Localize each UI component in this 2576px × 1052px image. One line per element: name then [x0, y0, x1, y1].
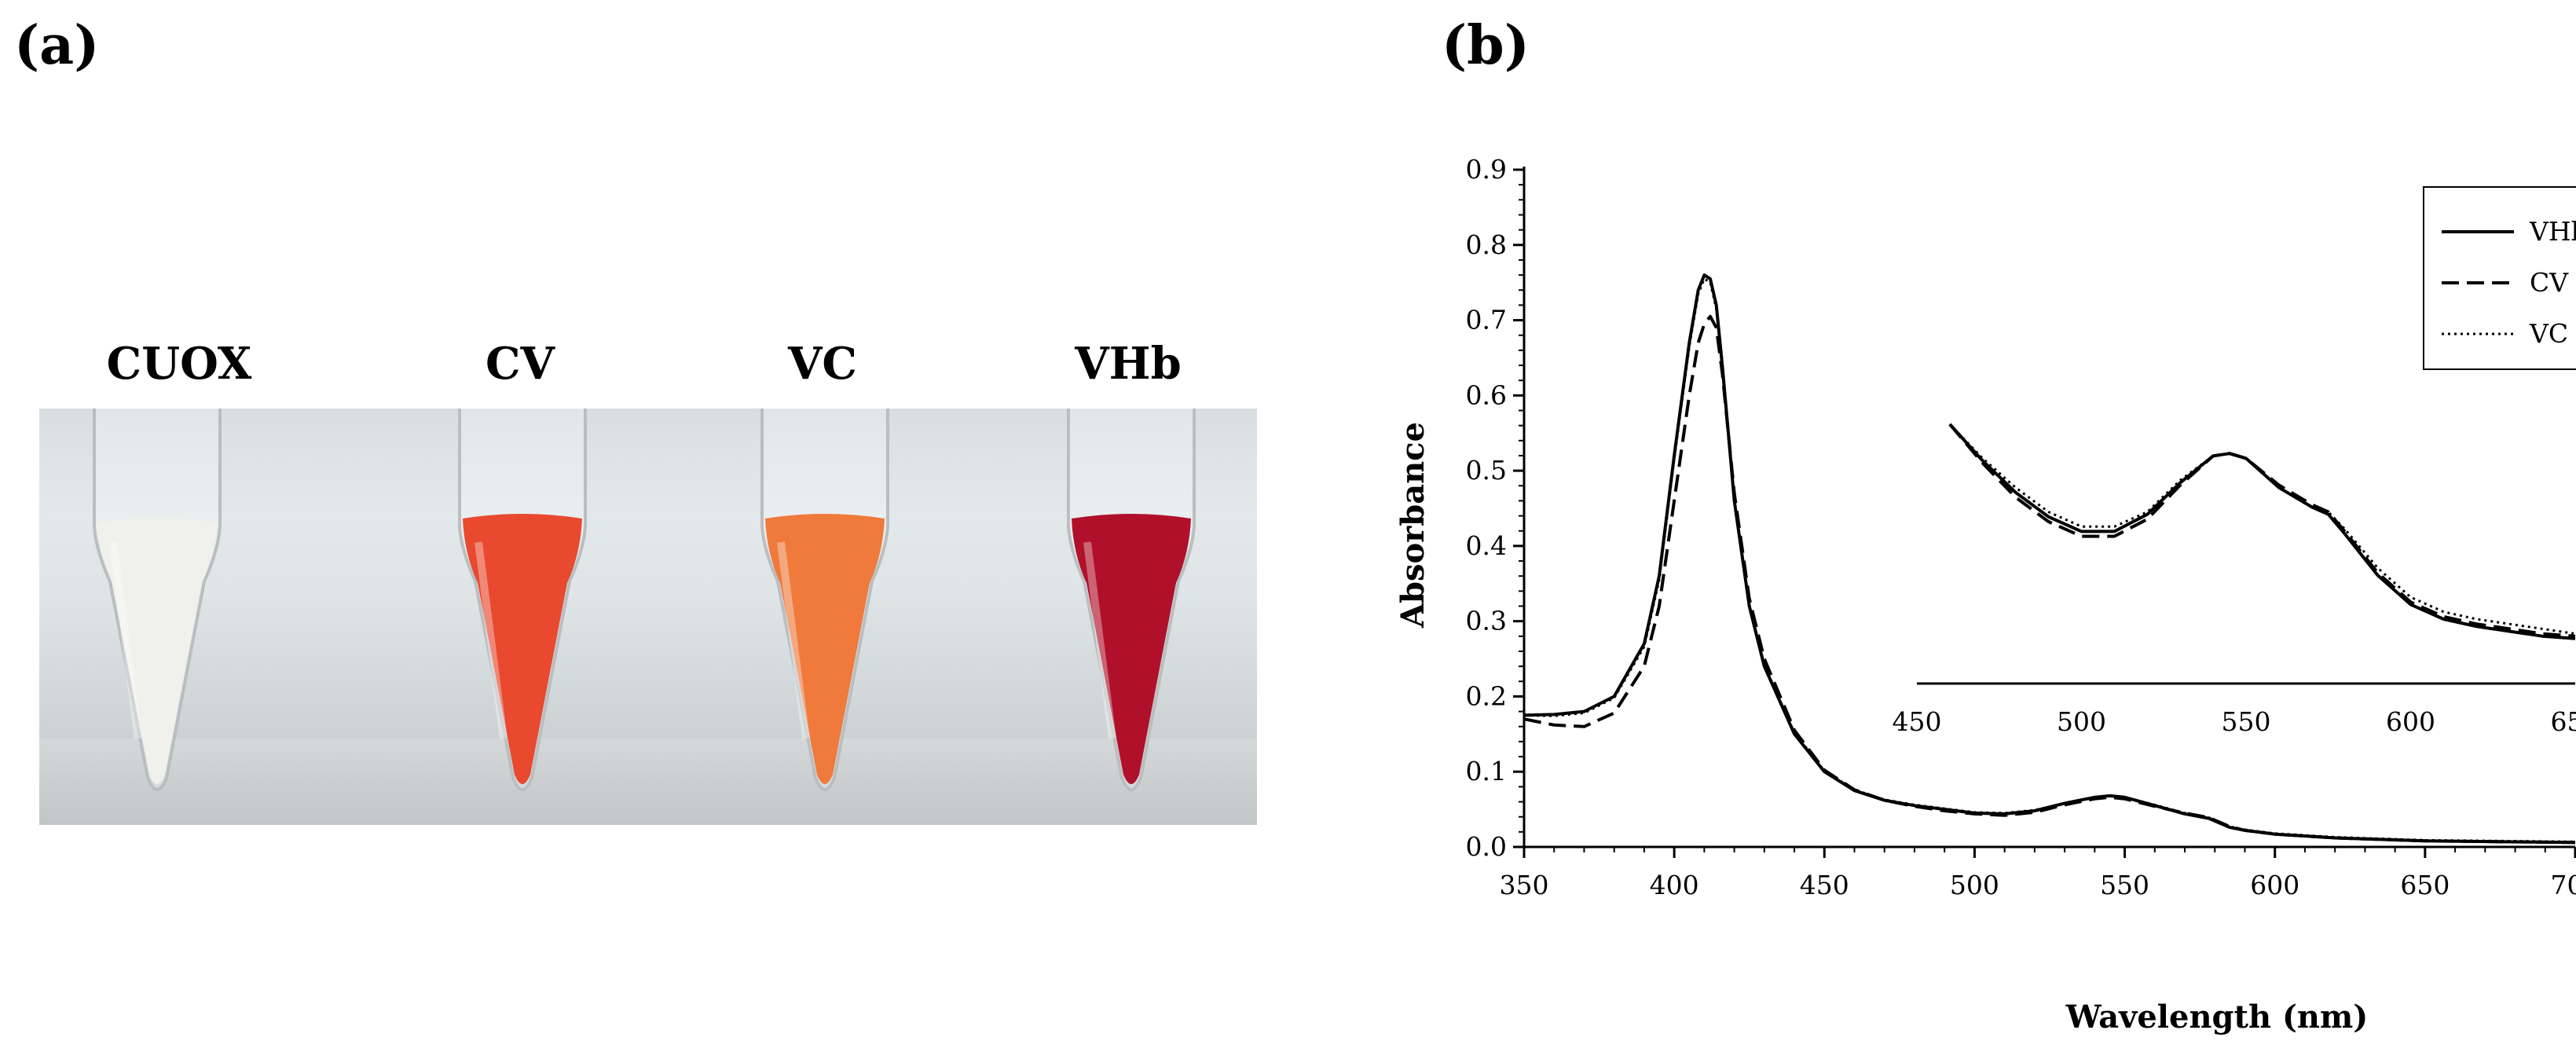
legend: VHb CV VC: [2423, 186, 2576, 370]
tube-cv: [412, 409, 632, 825]
y-tick-label: 0.7: [1466, 305, 1507, 335]
x-axis-title: Wavelength (nm): [2065, 999, 2369, 1036]
series-line-vc: [1523, 277, 2576, 843]
inset-series: [1948, 423, 2576, 640]
absorbance-chart: 0.0 0.1 0.2 0.3 0.4 0.5 0.6 0.7 0.8 0.9 350 400 450 5…: [1394, 154, 2576, 1036]
series-line-cv: [1523, 314, 2576, 845]
tube-highlight: [1083, 541, 1116, 739]
tubes-photo: [39, 409, 1257, 825]
y-tick-label: 0.8: [1466, 229, 1507, 260]
inset-x-tick-label: 550: [2222, 706, 2271, 737]
series-line-vhb: [1523, 273, 2576, 845]
y-tick-label: 0.6: [1466, 379, 1507, 410]
x-tick-label: 550: [2100, 870, 2149, 900]
x-tick-label: 650: [2400, 870, 2450, 900]
tube-cuox: [47, 409, 267, 825]
tube-vc: [715, 409, 935, 825]
y-tick-label: 0.3: [1466, 606, 1507, 636]
tube-label-vhb: VHb: [1075, 338, 1182, 390]
tube-liquid: [1072, 514, 1191, 784]
legend-label-vhb: VHb: [2529, 216, 2576, 247]
x-tick-label: 450: [1800, 870, 1849, 900]
y-tick-label: 0.4: [1466, 530, 1507, 561]
inset-axes: 450 500 550 600 650: [1893, 682, 2576, 737]
tube-highlight: [109, 541, 142, 739]
y-axis-title: Absorbance: [1394, 422, 1431, 629]
main-series: [1523, 273, 2576, 845]
y-tick-label: 0.2: [1466, 680, 1507, 711]
inset-series-line-cv: [1948, 423, 2576, 638]
tube-label-cuox: CUOX: [106, 338, 252, 390]
x-tick-label: 350: [1500, 870, 1549, 900]
x-tick-label: 500: [1950, 870, 1999, 900]
tube-highlight: [777, 541, 810, 739]
inset-series-line-vc: [1948, 423, 2576, 636]
x-tick-label: 400: [1650, 870, 1699, 900]
inset-x-tick-label: 600: [2386, 706, 2435, 737]
tube-vhb: [1021, 409, 1241, 825]
inset-x-tick-label: 450: [1893, 706, 1942, 737]
x-tick-label: 700: [2551, 870, 2576, 900]
legend-label-cv: CV: [2530, 267, 2569, 298]
panel-label-a: (a): [14, 14, 100, 77]
inset-series-line-vhb: [1948, 423, 2576, 640]
x-tick-label: 600: [2250, 870, 2299, 900]
inset-x-tick-label: 650: [2551, 706, 2576, 737]
legend-label-vc: VC: [2529, 318, 2568, 349]
inset-x-tick-label: 500: [2057, 706, 2106, 737]
tube-label-vc: VC: [787, 338, 858, 390]
tube-highlight: [475, 541, 508, 739]
tube-liquid: [97, 518, 217, 784]
photo-shelf: [39, 739, 1257, 825]
tube-liquid: [765, 514, 885, 784]
y-tick-label: 0.1: [1466, 756, 1507, 786]
tube-label-cv: CV: [485, 338, 555, 390]
legend-box: [2423, 186, 2576, 370]
y-tick-label: 0.9: [1466, 154, 1507, 185]
y-tick-label: 0.5: [1466, 455, 1507, 486]
tube-liquid: [463, 514, 582, 784]
y-tick-label: 0.0: [1466, 831, 1507, 862]
panel-label-b: (b): [1442, 14, 1530, 77]
main-axes: 0.0 0.1 0.2 0.3 0.4 0.5 0.6 0.7 0.8 0.9 350 400 450 5…: [1466, 154, 2576, 900]
